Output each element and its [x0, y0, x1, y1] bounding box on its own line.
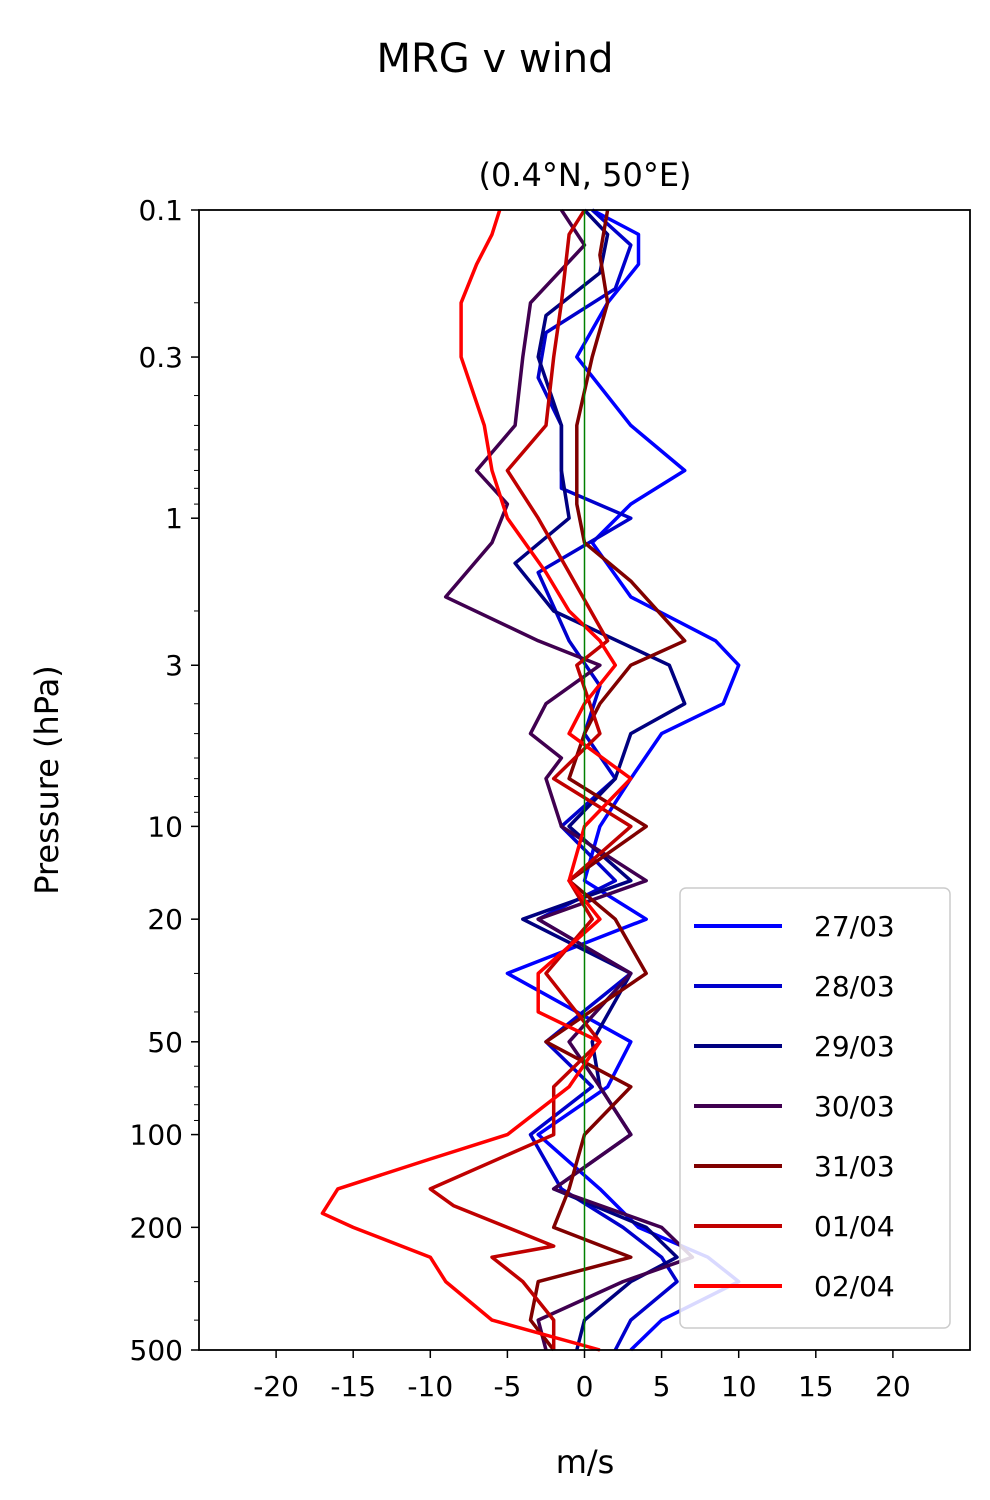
plot-frame: [198, 209, 971, 1351]
x-tick-label: 20: [875, 1370, 911, 1403]
legend-label: 01/04: [814, 1210, 895, 1243]
y-tick-label: 200: [130, 1211, 183, 1244]
x-axis-label: m/s: [556, 1443, 615, 1481]
x-tick-label: 5: [653, 1370, 671, 1403]
y-tick-label: 0.3: [138, 341, 183, 374]
series-line-28-03: [528, 208, 679, 1351]
y-tick-label: 50: [147, 1026, 183, 1059]
legend-label: 28/03: [814, 970, 895, 1003]
y-tick-label: 3: [165, 649, 183, 682]
series-line-01-04: [428, 209, 633, 1350]
legend-frame: [679, 887, 951, 1329]
series-group: [320, 208, 741, 1352]
series-line-27-03: [505, 208, 741, 1352]
x-tick-label: -20: [253, 1370, 299, 1403]
y-axis-label: Pressure (hPa): [28, 665, 66, 895]
x-tick-label: -5: [493, 1370, 521, 1403]
x-tick-label: -10: [407, 1370, 453, 1403]
legend: 27/03 28/03 29/03 30/03 31/03 01/04 02/04: [679, 887, 951, 1329]
x-tick-label: 0: [576, 1370, 594, 1403]
y-tick-label: 500: [130, 1334, 183, 1367]
series-line-29-03: [513, 208, 687, 1351]
y-tick-label: 10: [147, 810, 183, 843]
chart-title: (0.4°N, 50°E): [478, 156, 691, 194]
x-tick-label: -15: [330, 1370, 376, 1403]
y-tick-label: 20: [147, 903, 183, 936]
x-tick-label: 10: [721, 1370, 757, 1403]
legend-label: 02/04: [814, 1270, 895, 1303]
legend-label: 30/03: [814, 1090, 895, 1123]
y-tick-label: 100: [130, 1119, 183, 1152]
y-tick-label: 0.1: [138, 194, 183, 227]
legend-label: 31/03: [814, 1150, 895, 1183]
axis-ticks: -20 -15 -10 -5 0 5 10 15 20 0.1 0.3 1 3 10 20 50 100 200 5…: [130, 194, 911, 1403]
chart-suptitle: MRG v wind: [377, 36, 614, 82]
x-tick-label: 15: [798, 1370, 834, 1403]
series-line-30-03: [443, 209, 695, 1351]
legend-label: 29/03: [814, 1030, 895, 1063]
y-tick-label: 1: [165, 502, 183, 535]
legend-label: 27/03: [814, 910, 895, 943]
